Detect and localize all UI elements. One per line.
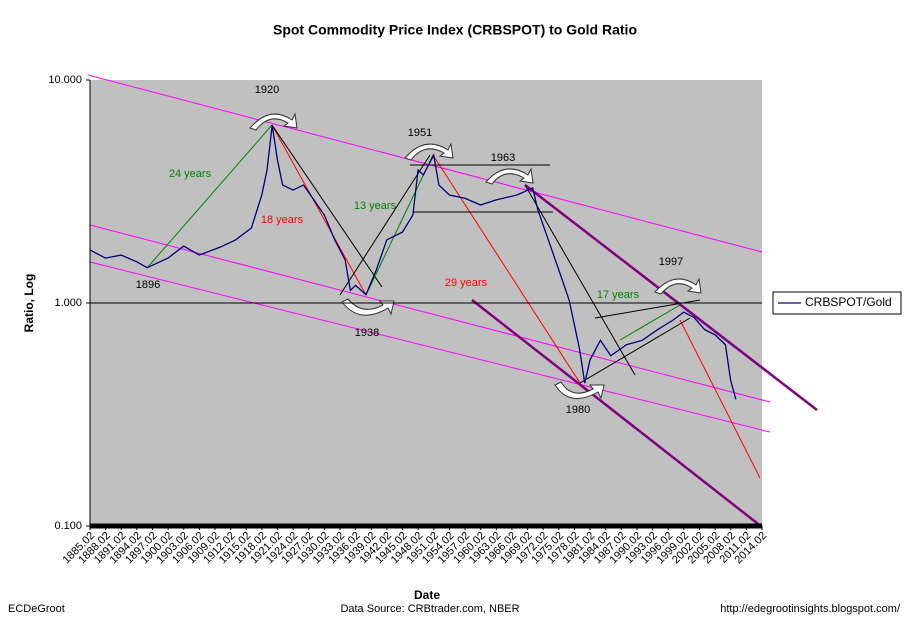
annotation: 29 years bbox=[445, 277, 488, 289]
legend-box bbox=[772, 291, 902, 315]
arrow bbox=[341, 298, 395, 316]
annotation: 1980 bbox=[566, 404, 590, 416]
arrow bbox=[654, 277, 702, 295]
trendline bbox=[146, 124, 273, 269]
arrow bbox=[554, 381, 605, 400]
trendline bbox=[524, 184, 818, 411]
arrow bbox=[404, 142, 454, 161]
annotation: 13 years bbox=[354, 200, 397, 212]
annotation: 1896 bbox=[136, 279, 160, 291]
trendline bbox=[365, 154, 434, 296]
trendlines bbox=[87, 74, 818, 528]
trendline bbox=[619, 304, 681, 341]
annotation: 18 years bbox=[261, 214, 304, 226]
footer-left: ECDeGroot bbox=[8, 603, 65, 615]
trendline bbox=[679, 319, 761, 479]
trendline bbox=[471, 299, 763, 528]
footer-center: Data Source: CRBtrader.com, NBER bbox=[340, 603, 519, 615]
trendline bbox=[89, 224, 771, 403]
trendline bbox=[524, 184, 636, 376]
trendline bbox=[271, 124, 383, 288]
annotation: 24 years bbox=[169, 168, 212, 180]
y-tick-label: 10.000 bbox=[48, 74, 82, 86]
x-axis-label: Date bbox=[414, 588, 440, 602]
y-tick-label: 1.000 bbox=[54, 297, 82, 309]
annotation: 1951 bbox=[408, 127, 432, 139]
turn-arrows bbox=[249, 112, 702, 400]
annotation: 1920 bbox=[255, 84, 279, 96]
chart-title: Spot Commodity Price Index (CRBSPOT) to … bbox=[273, 22, 637, 38]
arrow bbox=[485, 167, 534, 185]
trendline bbox=[89, 261, 771, 433]
trendline bbox=[432, 154, 581, 384]
trendline bbox=[271, 124, 367, 296]
annotation: 1938 bbox=[355, 327, 379, 339]
legend-label: CRBSPOT/Gold bbox=[805, 295, 892, 309]
y-axis-label: Ratio, Log bbox=[22, 274, 36, 333]
annotation: 1997 bbox=[659, 256, 683, 268]
y-tick-label: 0.100 bbox=[54, 520, 82, 532]
annotation: 17 years bbox=[597, 289, 640, 301]
arrow bbox=[249, 112, 298, 131]
annotation: 1963 bbox=[491, 152, 515, 164]
trendline bbox=[339, 154, 431, 296]
trendline bbox=[579, 317, 691, 384]
data-line bbox=[89, 125, 737, 400]
footer-right: http://edegrootinsights.blogspot.com/ bbox=[720, 603, 901, 615]
